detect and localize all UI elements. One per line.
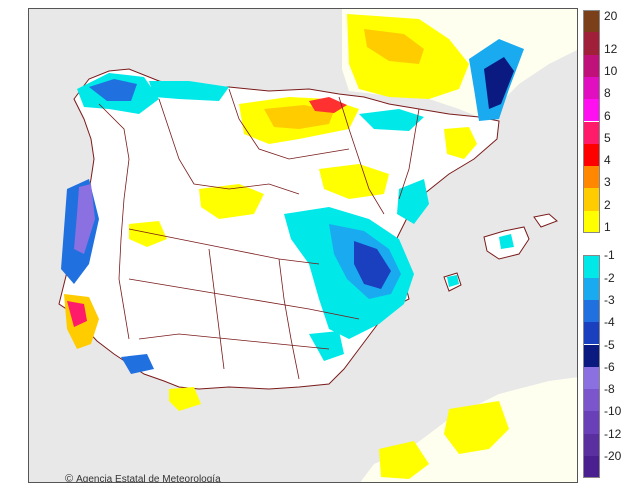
legend-label: 3 [604,175,611,190]
legend-swatch-negative-3 [583,322,629,345]
legend-swatch-negative-1 [583,277,629,300]
legend-swatch-positive-2 [583,54,629,77]
cold-anomaly-zones [61,39,524,374]
legend-neutral-gap [583,233,629,256]
legend-swatch-positive-1 [583,32,629,55]
legend-label: -8 [604,382,615,397]
legend-label: 20 [604,9,618,23]
region-borders [98,88,420,380]
legend-swatch-negative-2 [583,299,629,323]
cold-zone-levante-deep [354,241,391,289]
copyright-icon: © [65,473,74,483]
cold-zone-andalusia-2 [309,331,344,361]
credit-line: © Agencia Estatal de Meteorología [65,473,221,483]
legend-swatch-negative-6 [583,389,629,412]
legend-label: -3 [604,292,615,307]
legend-color [583,233,600,256]
legend-swatch-positive-0 [583,10,629,33]
legend-color [583,456,600,479]
legend-label: -1 [604,248,615,263]
legend-color [583,344,600,367]
legend-color [583,322,600,345]
legend-label: -2 [604,270,615,285]
legend-swatch-positive-8 [583,188,629,211]
warm-anomaly-zones [64,14,509,479]
warm-zone-portugal-core [67,301,87,327]
legend-color [583,54,600,77]
legend-swatch-positive-6 [583,143,629,167]
map-canvas [58,9,577,482]
legend-label: 2 [604,197,611,212]
legend-swatch-positive-7 [583,166,629,189]
legend-label: 12 [604,41,618,56]
legend-color [583,255,600,278]
cold-zone-catalonia-deep [484,57,514,109]
cold-zone-mallorca [499,234,514,249]
legend-label: -10 [604,404,622,419]
legend-label: 5 [604,130,611,145]
color-legend: 20 12 10 8 6 5 4 3 2 1 -1 -2 -3 -4 -5 -6 -8 -10 -12 -20 [583,10,629,480]
legend-color [583,121,600,144]
legend-color [583,277,600,300]
cold-zone-andalusia [121,354,154,374]
legend-color [583,299,600,323]
legend-color [583,99,600,122]
legend-label: -6 [604,359,615,374]
legend-swatch-negative-5 [583,366,629,390]
warm-zone-south [169,387,201,411]
warm-zone-africa-2 [379,441,429,479]
cold-zone-valencia-coast [397,179,429,224]
legend-swatch-negative-0 [583,255,629,278]
legend-swatch-positive-5 [583,121,629,144]
legend-outline [583,10,600,233]
legend-color [583,166,600,189]
legend-color [583,411,600,434]
legend-swatch-negative-8 [583,433,629,456]
warm-zone-ebro [319,164,389,199]
warm-zone-catalonia [444,127,477,159]
cold-zone-ebro-north [359,109,424,131]
legend-label: -4 [604,315,615,330]
legend-label: -20 [604,449,622,463]
cold-zone-portugal-purple [74,184,95,254]
legend-swatch-positive-3 [583,76,629,100]
legend-label: 8 [604,86,611,101]
warm-zone-west-central [129,221,167,247]
legend-label: 1 [604,220,611,234]
legend-color [583,32,600,55]
legend-label: -5 [604,337,615,352]
legend-label: 10 [604,63,618,78]
warm-zone-pyrenees-peak [309,97,347,113]
legend-outline [583,255,600,479]
cold-zone-ibiza [447,275,459,287]
cold-zone-galicia-core [89,79,137,101]
legend-color [583,10,600,33]
cold-zone-cantabria [149,81,229,101]
legend-color [583,76,600,100]
legend-swatch-negative-7 [583,411,629,434]
legend-label: 6 [604,108,611,123]
legend-color [583,210,600,233]
legend-color [583,188,600,211]
legend-swatch-positive-9 [583,210,629,233]
legend-label: -12 [604,426,622,441]
menorca [533,213,558,228]
legend-color [583,389,600,412]
legend-color [583,143,600,167]
warm-zone-france-core [364,29,424,64]
warm-zone-center [199,184,264,219]
warm-zone-africa [444,401,509,454]
legend-label: 4 [604,153,611,168]
anomaly-map: © Agencia Estatal de Meteorología [28,8,578,483]
legend-swatch-positive-4 [583,99,629,122]
legend-color [583,366,600,390]
legend-swatch-negative-9 [583,456,629,479]
credit-text: Agencia Estatal de Meteorología [76,474,221,483]
legend-swatch-negative-4 [583,344,629,367]
legend-color [583,433,600,456]
